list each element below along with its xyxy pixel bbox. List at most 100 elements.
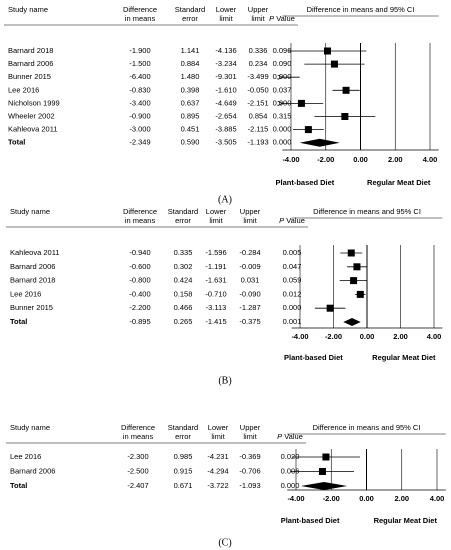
x-tick-label: 2.00 bbox=[388, 155, 403, 164]
header-lower: Lower bbox=[216, 5, 237, 14]
study-name: Bunner 2015 bbox=[8, 72, 51, 81]
favours-left: Plant-based Diet bbox=[281, 516, 340, 525]
study-name: Kahleova 2011 bbox=[10, 248, 60, 257]
study-name: Bunner 2015 bbox=[10, 303, 53, 312]
study-name: Lee 2016 bbox=[10, 289, 41, 298]
diff-value: -2.200 bbox=[129, 303, 150, 312]
total-upper: -1.193 bbox=[247, 138, 268, 147]
study-name: Wheeler 2002 bbox=[8, 111, 55, 120]
se-value: 0.895 bbox=[181, 111, 200, 120]
effect-square bbox=[350, 277, 358, 285]
total-se: 0.265 bbox=[174, 317, 193, 326]
p-value: 0.096 bbox=[273, 46, 292, 55]
header-se: Standard bbox=[168, 207, 198, 216]
x-tick-label: 4.00 bbox=[427, 332, 442, 341]
favours-left: Plant-based Diet bbox=[284, 353, 343, 362]
header-diff: Difference bbox=[121, 423, 155, 432]
diff-value: -3.000 bbox=[129, 125, 150, 134]
plot-title: Difference in means and 95% CI bbox=[313, 423, 421, 432]
diff-value: -3.400 bbox=[129, 98, 150, 107]
upper-value: -0.369 bbox=[239, 452, 260, 461]
favours-left: Plant-based Diet bbox=[276, 178, 335, 187]
x-tick-label: -4.00 bbox=[291, 332, 308, 341]
diff-value: -2.300 bbox=[127, 452, 148, 461]
x-tick-label: -2.00 bbox=[317, 155, 334, 164]
upper-value: -2.151 bbox=[247, 98, 268, 107]
se-value: 0.466 bbox=[174, 303, 193, 312]
x-tick-label: 4.00 bbox=[423, 155, 438, 164]
lower-value: -4.649 bbox=[215, 98, 236, 107]
se-value: 1.480 bbox=[181, 72, 200, 81]
x-tick-label: 0.00 bbox=[353, 155, 368, 164]
effect-square bbox=[356, 290, 364, 298]
header-lower: limit bbox=[211, 432, 225, 441]
lower-value: -0.710 bbox=[205, 289, 226, 298]
header-diff: Difference bbox=[123, 207, 157, 216]
panel-caption: (C) bbox=[218, 537, 231, 548]
se-value: 0.985 bbox=[174, 452, 193, 461]
study-name: Lee 2016 bbox=[10, 452, 41, 461]
lower-value: -2.654 bbox=[215, 111, 236, 120]
effect-square bbox=[318, 468, 326, 475]
se-value: 0.335 bbox=[174, 248, 193, 257]
total-se: 0.590 bbox=[181, 138, 200, 147]
study-name: Barnard 2006 bbox=[10, 262, 55, 271]
diff-value: -0.600 bbox=[129, 262, 150, 271]
effect-square bbox=[297, 99, 305, 107]
p-value: 0.005 bbox=[283, 248, 302, 257]
upper-value: -1.287 bbox=[239, 303, 260, 312]
x-tick-label: 2.00 bbox=[394, 494, 409, 503]
p-value: 0.047 bbox=[283, 262, 302, 271]
se-value: 0.302 bbox=[174, 262, 193, 271]
upper-value: 0.031 bbox=[241, 276, 260, 285]
plot-title: Difference in means and 95% CI bbox=[313, 207, 421, 216]
total-upper: -0.375 bbox=[239, 317, 260, 326]
lower-value: -3.234 bbox=[215, 59, 236, 68]
p-value: 0.000 bbox=[273, 72, 292, 81]
x-tick-label: 2.00 bbox=[393, 332, 408, 341]
total-diamond bbox=[299, 138, 340, 147]
total-p: 0.001 bbox=[283, 317, 302, 326]
study-name: Lee 2016 bbox=[8, 85, 39, 94]
p-value: 0.090 bbox=[273, 59, 292, 68]
upper-value: -0.050 bbox=[247, 85, 268, 94]
study-name: Barnard 2018 bbox=[10, 276, 55, 285]
header-p-rest: Value bbox=[276, 14, 295, 23]
p-value: 0.000 bbox=[283, 303, 302, 312]
lower-value: -1.191 bbox=[205, 262, 226, 271]
header-lower: Lower bbox=[206, 207, 227, 216]
lower-value: -1.596 bbox=[205, 248, 226, 257]
total-diff: -2.349 bbox=[129, 138, 150, 147]
header-diff: Difference bbox=[123, 5, 157, 14]
effect-square bbox=[304, 126, 312, 134]
upper-value: 0.854 bbox=[249, 111, 268, 120]
header-p: P Value bbox=[279, 216, 305, 225]
lower-value: -4.136 bbox=[215, 46, 236, 55]
x-tick-label: 0.00 bbox=[360, 332, 375, 341]
p-value: 0.037 bbox=[273, 85, 292, 94]
total-diff: -0.895 bbox=[129, 317, 150, 326]
x-tick-label: -2.00 bbox=[323, 494, 340, 503]
diff-value: -0.900 bbox=[129, 111, 150, 120]
upper-value: -3.499 bbox=[247, 72, 268, 81]
p-value: 0.059 bbox=[283, 276, 302, 285]
diff-value: -2.500 bbox=[127, 466, 148, 475]
upper-value: -0.009 bbox=[239, 262, 260, 271]
total-diff: -2.407 bbox=[127, 481, 148, 490]
header-study: Study name bbox=[8, 5, 48, 14]
lower-value: -1.610 bbox=[215, 85, 236, 94]
se-value: 0.424 bbox=[174, 276, 193, 285]
effect-square bbox=[353, 263, 361, 271]
lower-value: -3.885 bbox=[215, 125, 236, 134]
study-name: Kahleova 2011 bbox=[8, 125, 58, 134]
diff-value: -0.400 bbox=[129, 289, 150, 298]
effect-square bbox=[322, 453, 330, 461]
header-upper: limit bbox=[243, 432, 257, 441]
header-upper: limit bbox=[243, 216, 257, 225]
total-name: Total bbox=[10, 481, 27, 490]
diff-value: -0.940 bbox=[129, 248, 150, 257]
header-p-rest: Value bbox=[284, 432, 303, 441]
p-value: 0.000 bbox=[273, 98, 292, 107]
p-value: 0.012 bbox=[283, 289, 302, 298]
p-value: 0.315 bbox=[273, 111, 292, 120]
